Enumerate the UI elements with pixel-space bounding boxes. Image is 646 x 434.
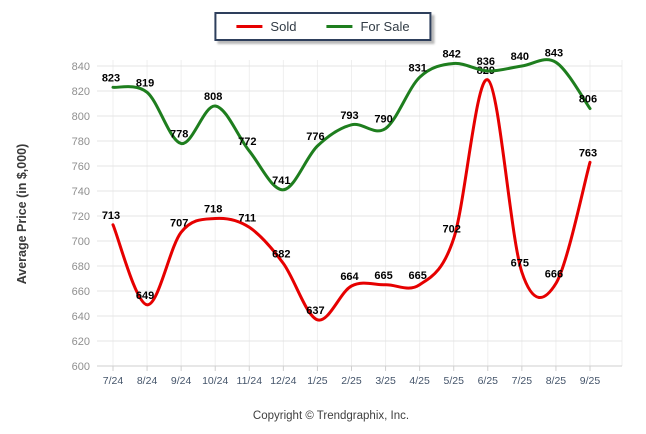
sold-data-label: 664 — [340, 271, 359, 283]
y-tick-label: 600 — [72, 361, 90, 373]
legend-item-for-sale[interactable]: For Sale — [326, 19, 410, 34]
sold-data-label: 649 — [136, 290, 154, 302]
for-sale-data-label: 831 — [408, 62, 426, 74]
average-price-line-chart: 600 620 640 660 680 700 720 740 760 780 800 820 840 7… — [72, 47, 623, 387]
x-tick-label: 9/25 — [580, 375, 601, 387]
for-sale-data-label: 772 — [238, 136, 256, 148]
x-tick-label: 4/25 — [409, 375, 430, 387]
y-tick-label: 660 — [72, 286, 90, 298]
for-sale-data-label: 741 — [272, 175, 290, 187]
sold-data-label: 763 — [579, 147, 597, 159]
y-tick-label: 840 — [72, 61, 90, 73]
for-sale-line-swatch-icon — [326, 25, 353, 28]
for-sale-line — [111, 58, 592, 192]
sold-data-label: 711 — [238, 212, 256, 224]
for-sale-data-label: 808 — [204, 91, 222, 103]
y-tick-label: 720 — [72, 211, 90, 223]
y-tick-label: 800 — [72, 111, 90, 123]
sold-data-label: 713 — [102, 210, 120, 222]
sold-data-label: 682 — [272, 249, 290, 261]
sold-data-label: 718 — [204, 204, 222, 216]
for-sale-data-label: 840 — [511, 51, 529, 63]
x-tick-label: 11/24 — [237, 375, 263, 387]
y-tick-label: 740 — [72, 186, 90, 198]
sold-data-label: 665 — [408, 270, 426, 282]
sold-data-label: 665 — [374, 270, 392, 282]
sold-data-label: 707 — [170, 217, 188, 229]
x-tick-label: 7/24 — [103, 375, 124, 387]
y-tick-label: 780 — [72, 136, 90, 148]
copyright-text: Copyright © Trendgraphix, Inc. — [252, 410, 410, 422]
for-sale-data-label: 776 — [306, 131, 324, 143]
x-tick-label: 12/24 — [270, 375, 296, 387]
y-tick-label: 640 — [72, 311, 90, 323]
sold-line-swatch-icon — [236, 25, 263, 28]
for-sale-data-label: 819 — [136, 77, 154, 89]
x-tick-label: 8/25 — [546, 375, 567, 387]
x-tick-label: 5/25 — [443, 375, 464, 387]
x-tick-label: 2/25 — [341, 375, 362, 387]
for-sale-data-label: 790 — [374, 114, 392, 126]
sold-data-label: 666 — [545, 269, 563, 281]
for-sale-data-label: 806 — [579, 94, 597, 106]
chart-legend: Sold For Sale — [214, 12, 432, 41]
x-tick-label: 3/25 — [375, 375, 396, 387]
x-tick-label: 1/25 — [307, 375, 328, 387]
for-sale-data-label: 843 — [545, 47, 563, 59]
for-sale-data-label: 778 — [170, 129, 188, 141]
for-sale-data-label: 842 — [443, 49, 461, 61]
legend-item-sold[interactable]: Sold — [236, 19, 296, 34]
legend-label: For Sale — [360, 19, 410, 34]
y-tick-label: 700 — [72, 236, 90, 248]
for-sale-data-label: 823 — [102, 72, 120, 84]
x-tick-label: 8/24 — [137, 375, 158, 387]
x-tick-label: 6/25 — [478, 375, 499, 387]
x-tick-label: 7/25 — [512, 375, 533, 387]
y-tick-label: 760 — [72, 161, 90, 173]
y-tick-label: 620 — [72, 336, 90, 348]
sold-line — [111, 78, 592, 322]
y-tick-label: 680 — [72, 261, 90, 273]
sold-data-label: 637 — [306, 305, 324, 317]
y-tick-label: 820 — [72, 86, 90, 98]
x-tick-label: 9/24 — [171, 375, 192, 387]
x-tick-label: 10/24 — [202, 375, 228, 387]
for-sale-data-label: 793 — [340, 110, 358, 122]
sold-data-label: 702 — [443, 224, 461, 236]
sold-data-label: 675 — [511, 257, 529, 269]
legend-label: Sold — [270, 19, 297, 34]
for-sale-data-label: 836 — [477, 56, 495, 68]
